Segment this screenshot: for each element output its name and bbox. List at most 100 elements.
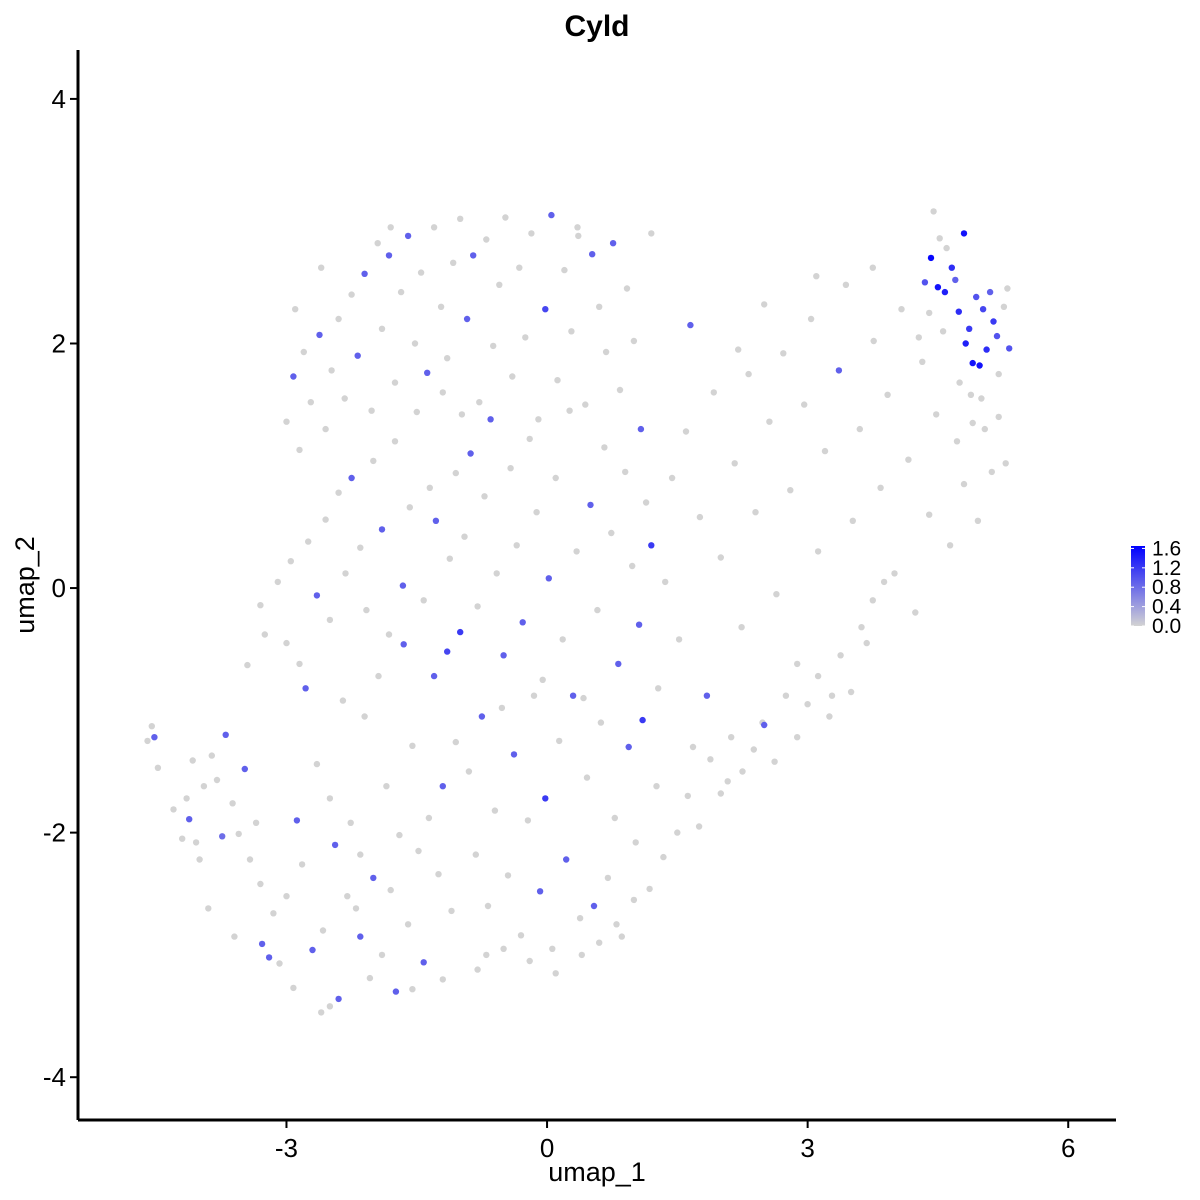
data-point [731,460,738,467]
data-point [397,288,405,296]
data-point [782,692,790,699]
data-point [283,893,290,900]
data-point [563,856,570,863]
data-point [476,399,483,406]
data-point [761,721,768,729]
data-point [335,489,342,496]
data-point [927,254,935,262]
data-point [594,606,601,614]
data-point [404,921,412,928]
x-axis-title: umap_1 [548,1157,646,1187]
data-point [682,428,690,435]
data-point [674,829,681,836]
data-point [915,334,922,341]
data-point [973,293,980,301]
data-point [587,501,594,509]
data-point [424,369,431,376]
data-point [926,309,933,317]
data-point [318,1009,325,1016]
data-point [745,370,752,378]
data-point [648,542,655,549]
data-point [179,835,186,842]
data-point [265,954,273,961]
data-point [689,743,697,751]
data-point [847,688,855,696]
data-point [877,484,884,491]
data-point [988,468,995,476]
data-point [703,692,711,699]
data-point [183,795,190,802]
data-point [467,450,474,457]
data-point [625,743,632,751]
data-point [1004,285,1011,292]
data-point [554,377,561,384]
data-point [257,602,264,609]
data-point [739,768,746,775]
data-point [771,758,778,765]
data-point [283,639,290,647]
data-point [535,416,542,423]
data-point [457,628,464,636]
data-point [509,373,516,380]
y-tick-label: 4 [52,84,66,114]
data-point [370,874,377,882]
data-point [222,731,229,738]
data-point [966,325,973,332]
data-point [154,764,162,771]
data-point [986,288,994,296]
data-point [331,841,339,849]
data-point [319,927,327,934]
y-tick-label: 0 [52,573,66,603]
legend-label: 0.4 [1152,596,1182,619]
data-point [261,631,268,638]
data-point [391,438,399,445]
data-point [526,957,533,965]
data-point [695,823,703,830]
data-point [948,264,955,271]
data-point [582,401,589,408]
data-point [519,619,526,626]
data-point [814,672,822,680]
data-point [396,831,403,839]
data-point [465,768,473,775]
data-point [630,337,638,345]
data-point [450,259,457,266]
data-point [856,425,863,433]
data-point [539,676,546,683]
data-point [244,661,251,669]
data-point [967,391,975,398]
data-point [821,447,829,455]
data-point [660,853,667,861]
data-point [623,285,631,292]
data-point [357,544,364,551]
data-point [568,328,575,335]
data-point [549,945,556,952]
data-point [981,425,988,433]
data-point [548,211,555,219]
data-point [675,636,683,643]
data-point [400,641,407,648]
data-point [952,276,959,284]
data-point [983,346,990,353]
data-point [849,517,856,524]
data-point [415,847,422,855]
data-point [1006,345,1013,352]
data-point [561,266,568,274]
data-point [387,886,394,894]
data-point [905,456,912,463]
data-point [710,389,717,396]
data-point [500,652,507,659]
data-point [611,814,618,822]
x-tick-label: 6 [1061,1133,1075,1163]
data-point [298,861,306,868]
data-point [635,621,643,628]
data-point [274,578,281,586]
data-point [545,575,552,582]
data-point [826,713,833,720]
data-point [575,232,582,240]
data-point [530,692,538,699]
data-point [420,959,427,966]
data-point [342,570,349,577]
data-point [437,303,445,310]
data-point [348,291,355,298]
